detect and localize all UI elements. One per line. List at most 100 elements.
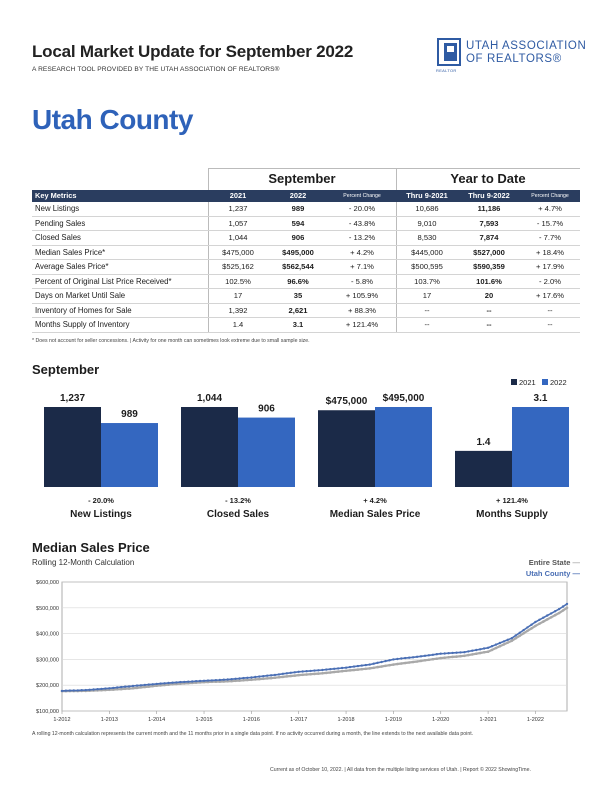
series-point [234, 677, 237, 680]
bar-value-label: $475,000 [326, 396, 368, 407]
metric-value: -- [424, 305, 430, 315]
series-point [72, 689, 75, 692]
col-header-thru-2022: Thru 9-2022 [468, 191, 510, 200]
area-name: Utah County [32, 104, 193, 135]
series-point [479, 648, 482, 651]
series-point [376, 661, 379, 664]
series-point [238, 679, 241, 682]
metric-value: 1,057 [228, 218, 248, 228]
series-point [431, 657, 435, 661]
series-point [285, 675, 289, 678]
series-point [266, 674, 269, 677]
series-point [329, 668, 332, 671]
series-point [522, 628, 525, 632]
series-point [254, 675, 257, 679]
series-point [352, 668, 356, 672]
bar-2022 [512, 407, 569, 487]
series-point [183, 680, 186, 684]
metric-value: - 2.0% [539, 276, 561, 286]
series-point [368, 667, 372, 670]
series-point [317, 669, 320, 672]
series-point [289, 671, 292, 674]
series-point [96, 688, 99, 691]
series-point [471, 649, 474, 652]
y-tick-label: $400,000 [36, 632, 59, 638]
series-point [123, 685, 127, 688]
metric-value: + 88.3% [347, 305, 377, 315]
x-tick-label: 1-2017 [290, 717, 307, 723]
panel-change: + 4.2% [363, 496, 387, 505]
series-point [554, 610, 557, 613]
x-tick-label: 1-2016 [243, 717, 260, 723]
series-point [455, 651, 458, 654]
series-point [131, 687, 135, 690]
bar-2021 [44, 407, 101, 487]
metric-value: $527,000 [473, 247, 505, 257]
series-point [467, 650, 470, 653]
metric-value: 9,010 [417, 218, 437, 228]
x-tick-label: 1-2022 [527, 717, 544, 723]
series-point [364, 667, 368, 671]
series-point [273, 676, 277, 679]
metric-value: -- [424, 320, 430, 329]
table-row: Inventory of Homes for Sale 1,392 2,621 + 8… [32, 304, 580, 318]
series-point [246, 678, 249, 682]
series-point [384, 659, 387, 663]
table-row: Closed Sales 1,044 906 - 13.2% 8,530 7,874 - 7… [32, 231, 580, 246]
series-point [459, 651, 462, 654]
x-tick-label: 1-2020 [432, 717, 449, 723]
series-point [167, 683, 170, 686]
x-tick-label: 1-2018 [337, 717, 354, 723]
metric-value: 35 [293, 291, 303, 300]
group-header-rule [208, 168, 580, 169]
series-point [435, 653, 438, 656]
metric-value: - 5.8% [351, 276, 373, 286]
series-point [561, 605, 565, 608]
series-point [498, 644, 502, 648]
series-point [482, 647, 486, 650]
series-point [443, 656, 447, 659]
column-divider [396, 168, 397, 333]
legend-label-county: Utah County [525, 569, 571, 578]
x-tick-label: 1-2012 [53, 717, 70, 723]
series-point [273, 673, 277, 677]
series-point [451, 655, 454, 659]
series-point [542, 620, 545, 623]
series-point [368, 663, 371, 666]
metric-value: 1,237 [228, 204, 248, 213]
series-point [104, 687, 107, 690]
series-point [281, 672, 285, 675]
series-point [238, 677, 241, 680]
col-header-ytd-pct: Percent Change [531, 193, 569, 199]
metric-value: 8,530 [417, 233, 437, 242]
series-point [344, 666, 348, 669]
series-point [360, 664, 363, 667]
bar-2022 [101, 423, 158, 487]
series-point [467, 653, 470, 657]
metric-value: $475,000 [222, 247, 254, 257]
series-point [415, 660, 419, 663]
series-point [108, 687, 111, 690]
metric-value: 7,874 [479, 233, 499, 242]
metric-value: 3.1 [292, 320, 304, 329]
column-divider [208, 168, 209, 333]
series-point [309, 669, 312, 673]
panel-title: Median Sales Price [330, 509, 421, 520]
legend-label-2022: 2022 [550, 378, 567, 387]
metric-value: 103.7% [414, 276, 440, 286]
series-point [538, 622, 541, 625]
series-point [187, 680, 190, 683]
series-point [143, 683, 147, 687]
metric-label: Average Sales Price* [35, 262, 109, 271]
series-point [451, 651, 454, 655]
series-point [265, 677, 269, 680]
series-point [262, 675, 265, 678]
series-point [127, 685, 131, 688]
series-point [348, 669, 352, 672]
y-tick-label: $300,000 [36, 657, 59, 663]
metric-label: Closed Sales [35, 233, 81, 242]
metric-value: + 4.2% [350, 247, 374, 257]
realtor-logo-icon [437, 38, 461, 66]
metric-value: $445,000 [411, 247, 443, 257]
series-point [147, 683, 150, 686]
